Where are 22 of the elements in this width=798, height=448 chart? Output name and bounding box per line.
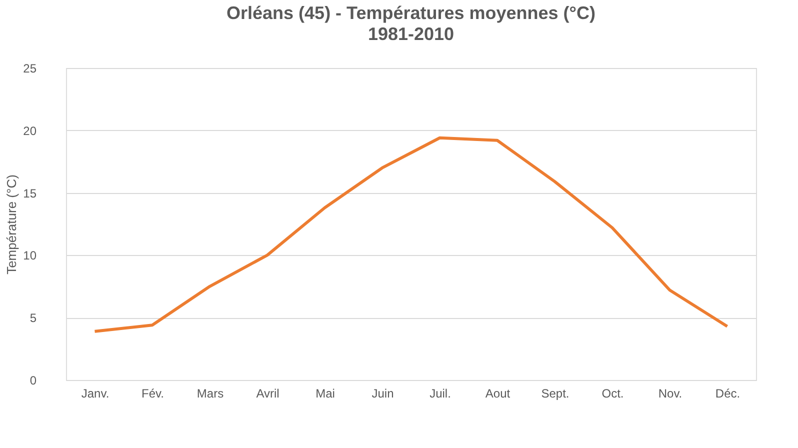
y-tick-label: 0 — [30, 374, 37, 388]
x-tick-label: Juin — [372, 386, 394, 400]
x-tick-label: Nov. — [658, 386, 682, 400]
x-tick-label: Mai — [316, 386, 335, 400]
y-tick-label: 10 — [23, 248, 37, 263]
y-tick-label: 20 — [23, 124, 37, 138]
y-tick-label: 5 — [30, 311, 37, 326]
y-tick-label: 15 — [23, 186, 37, 200]
x-tick-label: Fév. — [142, 386, 164, 400]
x-tick-label: Janv. — [81, 386, 110, 400]
x-tick-label: Déc. — [715, 386, 740, 400]
x-tick-label: Juil. — [430, 386, 451, 400]
x-tick-label: Avril — [256, 386, 280, 400]
y-axis-title: Température (°C) — [4, 174, 20, 274]
y-tick-label: 25 — [23, 62, 37, 76]
x-tick-label: Aout — [485, 386, 511, 400]
x-tick-label: Sept. — [541, 386, 570, 400]
chart-title: Orléans (45) - Températures moyennes (°C) — [226, 3, 596, 23]
chart-subtitle: 1981-2010 — [368, 24, 454, 44]
x-tick-label: Mars — [196, 386, 224, 400]
x-tick-label: Oct. — [602, 386, 624, 400]
line-series — [93, 136, 729, 333]
